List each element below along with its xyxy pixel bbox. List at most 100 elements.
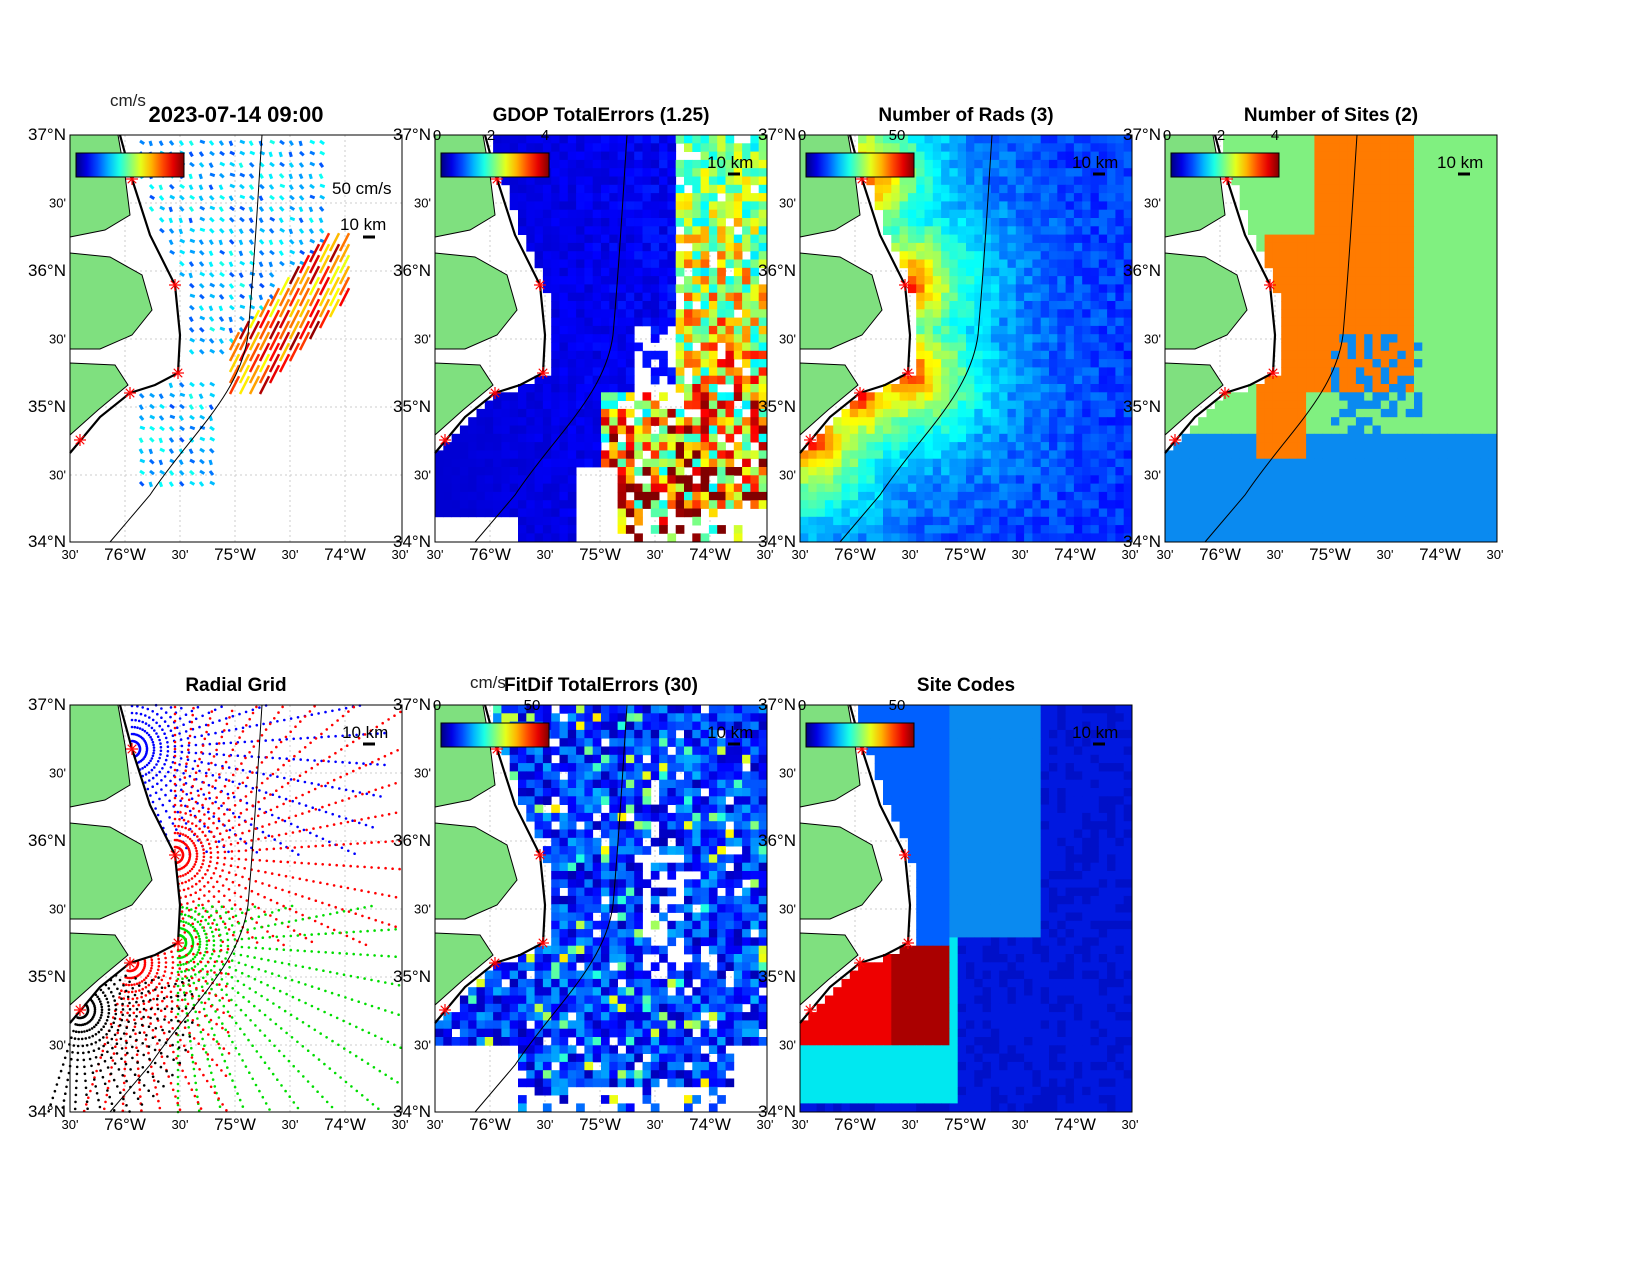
data-cell <box>725 242 735 252</box>
current-vector <box>248 342 261 362</box>
data-cell <box>509 467 519 476</box>
data-cell <box>625 292 635 302</box>
data-cell <box>1082 491 1091 501</box>
data-cell <box>1422 408 1431 418</box>
colorbar-tick-label: 2 <box>486 127 496 144</box>
data-cell <box>551 508 560 518</box>
data-cell <box>518 143 527 152</box>
data-cell <box>1090 500 1100 509</box>
data-cell <box>1098 267 1108 277</box>
data-cell <box>642 159 652 169</box>
data-cell <box>750 226 760 235</box>
data-cell <box>468 491 477 501</box>
data-cell <box>576 201 585 211</box>
data-cell <box>974 367 983 377</box>
data-cell <box>1339 450 1348 460</box>
data-cell <box>1322 425 1332 435</box>
data-cell <box>1297 375 1307 385</box>
data-cell <box>1364 184 1373 194</box>
data-cell <box>551 384 560 393</box>
data-cell <box>609 176 618 186</box>
data-cell <box>667 176 677 186</box>
data-cell <box>526 442 535 451</box>
current-vector <box>179 392 186 398</box>
current-vector <box>228 250 234 257</box>
data-cell <box>1007 359 1017 368</box>
data-cell <box>584 425 594 435</box>
data-cell <box>551 143 560 152</box>
data-cell <box>1057 483 1066 493</box>
current-vector <box>158 195 165 201</box>
data-cell <box>966 209 975 219</box>
data-cell <box>1438 209 1448 219</box>
data-cell <box>1463 367 1473 377</box>
data-cell <box>990 176 1000 186</box>
data-cell <box>468 450 477 460</box>
data-cell <box>957 491 967 501</box>
data-cell <box>999 525 1008 534</box>
data-cell <box>659 475 668 484</box>
data-cell <box>1281 342 1290 352</box>
data-cell <box>1032 334 1042 343</box>
data-cell <box>1347 218 1357 227</box>
data-cell <box>1389 475 1398 484</box>
data-cell <box>841 442 851 451</box>
data-cell <box>1206 467 1216 476</box>
longitude-label: 76°W <box>104 545 146 564</box>
data-cell <box>907 375 917 385</box>
data-cell <box>1297 491 1307 501</box>
data-cell <box>650 400 660 410</box>
data-cell <box>1322 159 1332 169</box>
data-cell <box>642 408 652 418</box>
data-cell <box>982 408 992 418</box>
current-vector <box>178 205 185 212</box>
data-cell <box>534 259 544 269</box>
data-cell <box>957 218 967 227</box>
data-cell <box>493 491 502 501</box>
data-cell <box>1214 400 1224 410</box>
data-cell <box>1090 267 1100 277</box>
data-cell <box>1165 483 1174 493</box>
data-cell <box>1331 458 1340 468</box>
data-cell <box>725 425 735 435</box>
data-cell <box>941 417 950 426</box>
data-cell <box>1223 135 1232 144</box>
current-vector <box>178 481 185 487</box>
data-cell <box>1123 159 1133 169</box>
data-cell <box>941 226 950 235</box>
data-cell <box>849 483 859 493</box>
data-cell <box>1049 442 1058 451</box>
data-cell <box>1281 350 1290 360</box>
current-vector <box>249 150 256 156</box>
data-cell <box>1181 442 1191 451</box>
data-cell <box>957 242 967 252</box>
data-cell <box>1355 458 1365 468</box>
current-vector <box>238 239 244 246</box>
data-cell <box>1422 251 1431 260</box>
data-cell <box>808 475 817 484</box>
map-axes <box>69 134 403 543</box>
data-cell <box>1438 491 1448 501</box>
data-cell <box>1364 143 1373 152</box>
data-cell <box>1049 433 1058 443</box>
data-cell <box>1322 375 1332 385</box>
map-panel-vectors: 2023-07-14 09:00 37°N 30' 36°N 30' 35°N 30' 34°… <box>28 91 408 564</box>
current-vector <box>278 173 285 179</box>
data-cell <box>1372 334 1382 343</box>
data-cell <box>1015 143 1025 152</box>
data-cell <box>974 292 983 302</box>
data-cell <box>1331 400 1340 410</box>
data-cell <box>758 475 768 484</box>
data-cell <box>1032 168 1042 177</box>
current-vector <box>188 282 195 289</box>
data-cell <box>949 433 959 443</box>
data-cell <box>1488 251 1498 260</box>
current-vector <box>208 447 215 454</box>
current-vector <box>308 287 321 307</box>
data-cell <box>684 334 693 343</box>
data-cell <box>1040 417 1050 426</box>
data-cell <box>1289 276 1299 285</box>
data-cell <box>534 218 544 227</box>
data-cell <box>567 442 577 451</box>
data-cell <box>1049 467 1058 476</box>
